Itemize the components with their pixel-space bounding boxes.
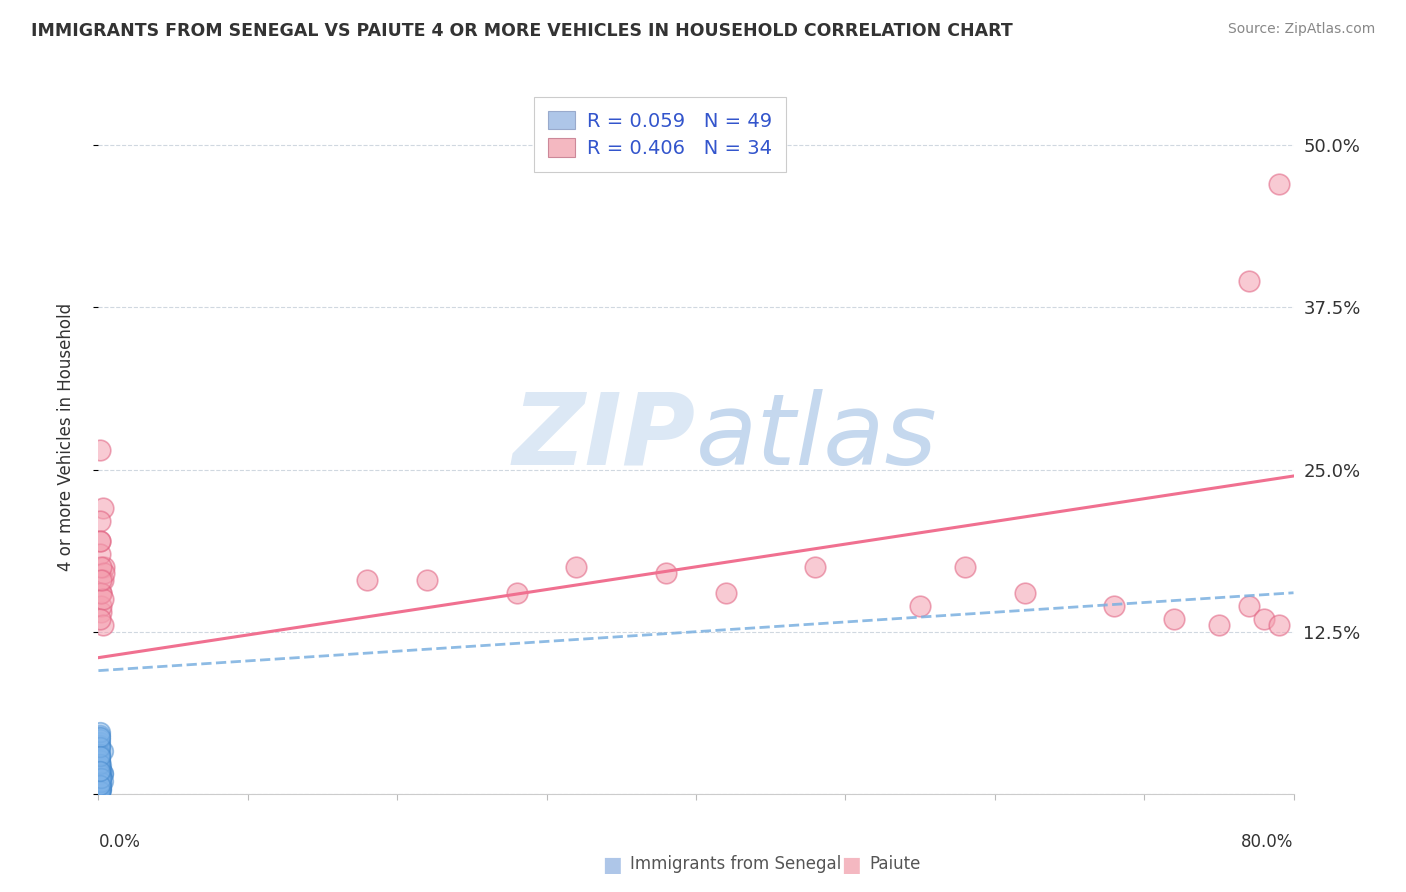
Point: [91, 744, 114, 758]
Point: [89, 764, 111, 778]
Point: [89, 443, 111, 458]
Point: [89, 612, 111, 626]
Point: [90, 781, 112, 796]
Point: [1237, 274, 1260, 288]
Point: [1104, 599, 1126, 613]
Point: [89, 783, 111, 797]
Point: [91, 592, 114, 607]
Point: [89, 767, 111, 781]
Point: [90, 772, 112, 786]
Point: [356, 573, 378, 587]
Point: [89, 740, 111, 755]
Point: [93, 566, 115, 581]
Point: [89, 747, 111, 762]
Point: [1253, 612, 1275, 626]
Point: [655, 566, 678, 581]
Point: [89, 741, 111, 756]
Point: [89, 533, 111, 548]
Text: ■: ■: [841, 855, 862, 874]
Point: [90, 559, 112, 574]
Point: [89, 759, 111, 773]
Text: 0.0%: 0.0%: [98, 833, 141, 851]
Point: [1163, 612, 1185, 626]
Point: [89, 784, 111, 798]
Point: [89, 724, 111, 739]
Point: [90, 780, 112, 795]
Y-axis label: 4 or more Vehicles in Household: 4 or more Vehicles in Household: [56, 303, 75, 571]
Point: [89, 775, 111, 789]
Point: [93, 559, 115, 574]
Point: [714, 586, 737, 600]
Point: [89, 773, 111, 788]
Point: [89, 749, 111, 764]
Point: [506, 586, 529, 600]
Point: [953, 559, 976, 574]
Point: [89, 779, 111, 793]
Point: [90, 586, 112, 600]
Point: [89, 764, 111, 779]
Point: [89, 755, 111, 769]
Point: [89, 780, 111, 795]
Point: [89, 730, 111, 744]
Point: [90, 769, 112, 783]
Point: [90, 605, 112, 619]
Point: [90, 573, 112, 587]
Point: [91, 767, 114, 781]
Point: [89, 776, 111, 790]
Point: [89, 729, 111, 743]
Point: [89, 753, 111, 767]
Point: [90, 779, 112, 793]
Point: [90, 783, 112, 797]
Text: Source: ZipAtlas.com: Source: ZipAtlas.com: [1227, 22, 1375, 37]
Point: [89, 786, 111, 800]
Point: [90, 776, 112, 790]
Point: [1267, 618, 1289, 632]
Point: [89, 757, 111, 772]
Point: [89, 732, 111, 747]
Point: [90, 758, 112, 772]
Point: [565, 559, 588, 574]
Point: [89, 515, 111, 529]
Text: atlas: atlas: [696, 389, 938, 485]
Point: [91, 573, 114, 587]
Point: [90, 762, 112, 776]
Legend: R = 0.059   N = 49, R = 0.406   N = 34: R = 0.059 N = 49, R = 0.406 N = 34: [534, 97, 786, 172]
Point: [90, 599, 112, 613]
Text: IMMIGRANTS FROM SENEGAL VS PAIUTE 4 OR MORE VEHICLES IN HOUSEHOLD CORRELATION CH: IMMIGRANTS FROM SENEGAL VS PAIUTE 4 OR M…: [31, 22, 1012, 40]
Point: [89, 735, 111, 749]
Point: [91, 773, 114, 788]
Point: [1208, 618, 1230, 632]
Point: [90, 770, 112, 784]
Point: [89, 778, 111, 792]
Point: [89, 778, 111, 792]
Point: [1267, 177, 1289, 191]
Point: [89, 747, 111, 761]
Point: [89, 772, 111, 787]
Point: [91, 618, 114, 632]
Point: [90, 586, 112, 600]
Text: ■: ■: [602, 855, 623, 874]
Point: [89, 547, 111, 561]
Text: Paiute: Paiute: [869, 855, 921, 872]
Point: [89, 533, 111, 548]
Point: [908, 599, 931, 613]
Point: [90, 772, 112, 786]
Point: [89, 738, 111, 752]
Point: [804, 559, 827, 574]
Point: [89, 784, 111, 798]
Point: [1014, 586, 1036, 600]
Point: [90, 764, 112, 778]
Point: [416, 573, 439, 587]
Point: [89, 761, 111, 775]
Point: [90, 775, 112, 789]
Text: Immigrants from Senegal: Immigrants from Senegal: [630, 855, 841, 872]
Text: ZIP: ZIP: [513, 389, 696, 485]
Point: [91, 766, 114, 780]
Point: [1237, 599, 1260, 613]
Point: [89, 750, 111, 764]
Point: [91, 501, 114, 516]
Text: 80.0%: 80.0%: [1241, 833, 1294, 851]
